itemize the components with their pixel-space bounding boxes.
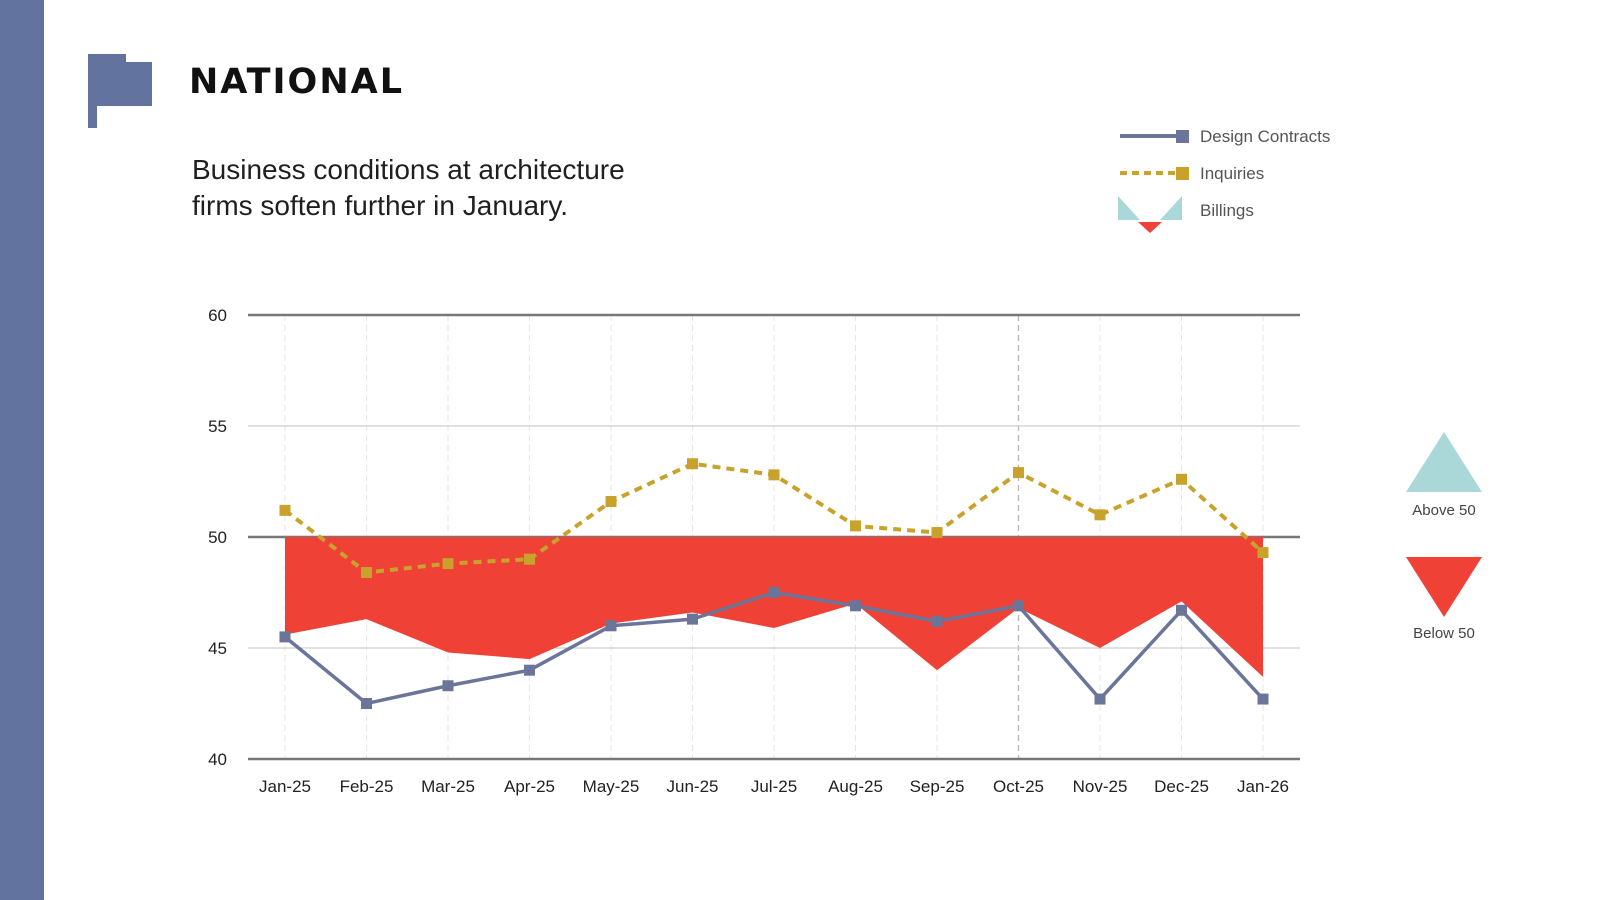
inquiries-point [768, 469, 780, 481]
chart: 40 45 50 55 60 Jan-25 Feb-25 Mar-25 Apr-25 May-2… [208, 306, 1300, 796]
billings-below-50-area [285, 537, 1263, 677]
inquiries-point [1257, 547, 1269, 559]
triangle-down-icon [1406, 557, 1482, 617]
x-tick-label: May-25 [583, 777, 640, 796]
flag-icon [88, 54, 152, 128]
design-contracts-point [1094, 693, 1106, 705]
x-tick-label: Nov-25 [1073, 777, 1128, 796]
design-contracts-point [768, 587, 780, 598]
chart-subtitle: Business conditions at architecture firm… [192, 152, 625, 224]
inquiries-point [931, 527, 943, 539]
dashed-line-square-marker-icon [1120, 167, 1189, 180]
inquiries-point [1176, 473, 1187, 485]
inquiries-point [850, 520, 861, 532]
below-50-label: Below 50 [1413, 625, 1475, 642]
design-contracts-point [605, 620, 617, 632]
inquiries-point [279, 504, 291, 516]
legend-item-billings: Billings [1118, 196, 1378, 233]
x-tick-label: Jul-25 [751, 777, 797, 796]
y-tick-label: 45 [208, 639, 227, 658]
x-tick-label: Aug-25 [828, 777, 883, 796]
legend-label-billings: Billings [1200, 201, 1254, 220]
inquiries-point [524, 553, 535, 565]
inquiries-point [1013, 467, 1024, 479]
above-50-label: Above 50 [1412, 502, 1476, 519]
legend-label-design-contracts: Design Contracts [1200, 127, 1331, 146]
x-tick-label: Apr-25 [504, 777, 555, 796]
inquiries-point [605, 495, 617, 507]
design-contracts-point [687, 613, 698, 625]
chart-legend: Design Contracts Inquiries Billings [1118, 122, 1378, 242]
design-contracts-point [1013, 600, 1024, 612]
above-below-triangles-icon [1118, 196, 1182, 233]
x-tick-label: Dec-25 [1154, 777, 1209, 796]
x-tick-label: Mar-25 [421, 777, 475, 796]
side-legend-below: Below 50 [1394, 555, 1494, 642]
solid-line-square-marker-icon [1120, 130, 1189, 143]
design-contracts-point [850, 600, 861, 612]
x-tick-label: Sep-25 [910, 777, 965, 796]
x-tick-label: Jan-25 [259, 777, 311, 796]
inquiries-point [687, 458, 698, 470]
y-tick-label: 55 [208, 417, 227, 436]
design-contracts-point [931, 615, 943, 627]
chart-markers [279, 458, 1269, 709]
inquiries-point [361, 567, 372, 579]
side-legend-above: Above 50 [1394, 430, 1494, 519]
y-tick-label: 60 [208, 306, 227, 325]
legend-label-inquiries: Inquiries [1200, 164, 1265, 183]
left-accent-bar [0, 0, 44, 900]
x-tick-label: Feb-25 [340, 777, 394, 796]
billings-area [285, 537, 1263, 677]
legend-item-design-contracts: Design Contracts [1118, 122, 1378, 152]
design-contracts-point [1176, 604, 1187, 616]
inquiries-point [1094, 509, 1106, 521]
billings-side-legend: Above 50 Below 50 [1394, 430, 1494, 670]
x-axis-tick-labels: Jan-25 Feb-25 Mar-25 Apr-25 May-25 Jun-25 Jul-… [259, 777, 1289, 796]
y-tick-label: 50 [208, 528, 227, 547]
design-contracts-point [361, 698, 372, 709]
design-contracts-point [279, 631, 291, 643]
y-axis-tick-labels: 40 45 50 55 60 [208, 306, 227, 769]
page-title: NATIONAL [189, 62, 404, 102]
design-contracts-point [524, 664, 535, 676]
y-tick-label: 40 [208, 750, 227, 769]
design-contracts-point [442, 680, 454, 692]
design-contracts-point [1257, 693, 1269, 705]
x-tick-label: Jan-26 [1237, 777, 1289, 796]
x-tick-label: Jun-25 [667, 777, 719, 796]
x-tick-label: Oct-25 [993, 777, 1044, 796]
triangle-up-icon [1406, 432, 1482, 492]
subtitle-line-2: firms soften further in January. [192, 190, 569, 221]
legend-item-inquiries: Inquiries [1118, 159, 1378, 189]
inquiries-point [442, 558, 454, 570]
subtitle-line-1: Business conditions at architecture [192, 154, 625, 185]
